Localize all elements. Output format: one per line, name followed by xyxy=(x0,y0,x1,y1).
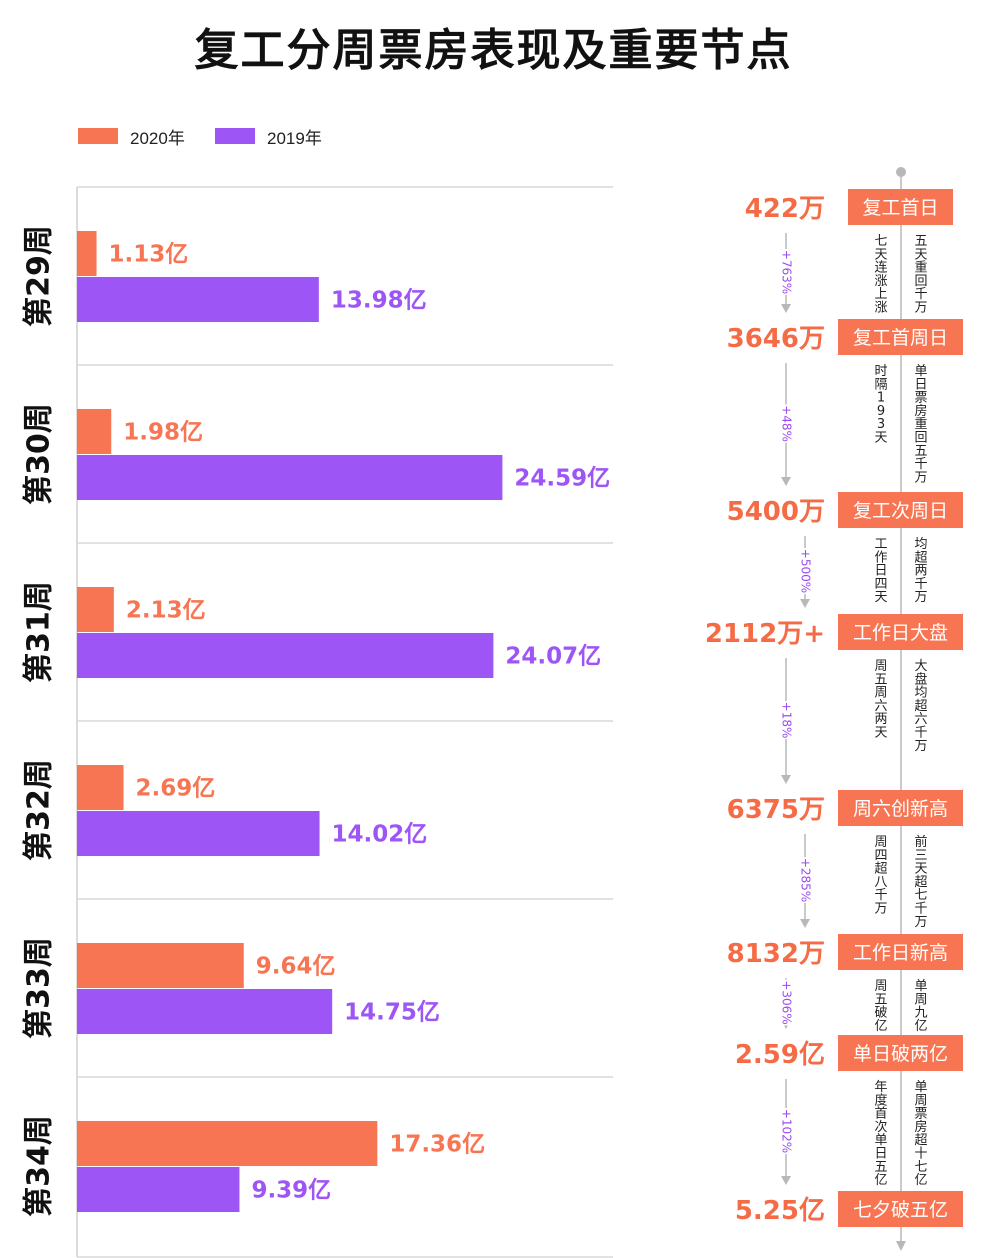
bar-label-2020: 17.36亿 xyxy=(389,1132,485,1158)
bar-2019[interactable] xyxy=(77,633,494,678)
growth-pct-label: +102% xyxy=(780,1109,794,1153)
growth-arrow-head xyxy=(781,477,791,486)
event-box[interactable] xyxy=(838,934,963,970)
growth-pct-label: +763% xyxy=(780,250,794,294)
legend-item-2020[interactable]: 2020年 xyxy=(78,125,185,148)
event-box[interactable] xyxy=(838,1035,963,1071)
timeline-value: 5400万 xyxy=(727,497,825,527)
bar-label-2019: 24.59亿 xyxy=(514,466,610,492)
bar-label-2020: 2.13亿 xyxy=(126,598,206,624)
event-label: 复工首日 xyxy=(862,197,938,219)
week-label: 第33周 xyxy=(22,937,57,1039)
page-title: 复工分周票房表现及重要节点 xyxy=(194,25,793,76)
legend-label-2019: 2019年 xyxy=(267,128,322,148)
growth-arrow-head xyxy=(781,1176,791,1185)
growth-arrow-head xyxy=(781,304,791,313)
growth-pct-label: +285% xyxy=(799,858,813,902)
note-right: 单周九亿 xyxy=(914,979,927,1034)
event-label: 周六创新高 xyxy=(853,798,948,820)
growth-pct-label: +48% xyxy=(780,405,794,442)
legend-label-2020: 2020年 xyxy=(130,128,185,148)
event-label: 工作日大盘 xyxy=(853,622,948,644)
growth-pct-label: +18% xyxy=(780,702,794,739)
growth-pct-label: +500% xyxy=(799,549,813,593)
pct-label-bg xyxy=(778,1108,794,1154)
bar-2020[interactable] xyxy=(77,765,124,810)
note-left: 七天连涨上涨 xyxy=(874,234,887,316)
event-label: 单日破两亿 xyxy=(853,1043,948,1065)
bar-label-2020: 1.98亿 xyxy=(123,420,203,446)
bar-label-2019: 9.39亿 xyxy=(251,1178,331,1204)
event-box[interactable] xyxy=(848,189,953,225)
bar-2019[interactable] xyxy=(77,1167,240,1212)
event-box[interactable] xyxy=(838,790,963,826)
legend-item-2019[interactable]: 2019年 xyxy=(215,125,322,148)
pct-label-bg xyxy=(797,857,813,903)
note-right: 五天重回千万 xyxy=(914,234,927,316)
growth-pct-label: +306% xyxy=(780,980,794,1024)
note-left: 工作日四天 xyxy=(874,537,887,605)
bar-2019[interactable] xyxy=(77,811,320,856)
note-left: 时隔 1 9 3 天 xyxy=(874,364,887,446)
note-right: 大盘均超六千万 xyxy=(914,659,927,754)
note-left: 年度首次单日五亿 xyxy=(874,1080,887,1188)
pct-label-bg xyxy=(778,979,794,1026)
note-left: 周五破亿 xyxy=(874,979,887,1034)
timeline-value: 3646万 xyxy=(727,324,825,354)
pct-label-bg xyxy=(797,548,813,594)
pct-label-bg xyxy=(778,701,794,739)
timeline-value: 8132万 xyxy=(727,939,825,969)
event-box[interactable] xyxy=(838,319,963,355)
note-right: 单周票房超十七亿 xyxy=(914,1080,927,1188)
bar-2020[interactable] xyxy=(77,231,97,276)
timeline-value: 422万 xyxy=(745,194,825,224)
note-right: 前三天超七千万 xyxy=(914,834,927,930)
bar-2020[interactable] xyxy=(77,943,244,988)
note-left: 周四超八千万 xyxy=(874,835,887,917)
bar-2020[interactable] xyxy=(77,1121,378,1166)
pct-label-bg xyxy=(778,404,794,443)
bar-2020[interactable] xyxy=(77,587,114,632)
legend-swatch-2020 xyxy=(78,128,118,144)
note-right: 均超两千万 xyxy=(914,537,927,605)
event-label: 复工首周日 xyxy=(853,327,948,349)
event-box[interactable] xyxy=(838,1191,963,1227)
bar-label-2019: 14.75亿 xyxy=(344,1000,440,1026)
timeline-value: 2112万+ xyxy=(705,619,825,649)
event-label: 七夕破五亿 xyxy=(853,1199,948,1221)
week-label: 第32周 xyxy=(22,759,57,861)
bar-label-2020: 9.64亿 xyxy=(256,954,336,980)
bar-label-2020: 2.69亿 xyxy=(136,776,216,802)
week-label: 第34周 xyxy=(22,1115,57,1217)
legend-swatch-2019 xyxy=(215,128,255,144)
week-label: 第31周 xyxy=(22,581,57,683)
timeline-end-arrow xyxy=(896,1241,906,1251)
growth-arrow-head xyxy=(781,775,791,784)
growth-arrow-head xyxy=(800,599,810,608)
timeline-value: 5.25亿 xyxy=(735,1196,825,1226)
bar-label-2019: 24.07亿 xyxy=(505,644,601,670)
bar-2020[interactable] xyxy=(77,409,112,454)
timeline-start-dot xyxy=(896,167,906,177)
bar-label-2020: 1.13亿 xyxy=(109,242,189,268)
week-label: 第30周 xyxy=(22,403,57,505)
event-label: 复工次周日 xyxy=(853,500,948,522)
timeline-value: 6375万 xyxy=(727,795,825,825)
bar-2019[interactable] xyxy=(77,455,503,500)
bar-label-2019: 13.98亿 xyxy=(331,288,427,314)
bar-label-2019: 14.02亿 xyxy=(332,822,428,848)
event-box[interactable] xyxy=(838,614,963,650)
bar-2019[interactable] xyxy=(77,277,319,322)
event-label: 工作日新高 xyxy=(853,942,948,964)
timeline-value: 2.59亿 xyxy=(735,1040,825,1070)
note-left: 周五周六两天 xyxy=(874,659,887,741)
note-right: 单日票房重回五千万 xyxy=(914,364,927,485)
growth-arrow-head xyxy=(800,919,810,928)
bar-2019[interactable] xyxy=(77,989,333,1034)
pct-label-bg xyxy=(778,249,794,295)
event-box[interactable] xyxy=(838,492,963,528)
week-label: 第29周 xyxy=(22,225,57,327)
